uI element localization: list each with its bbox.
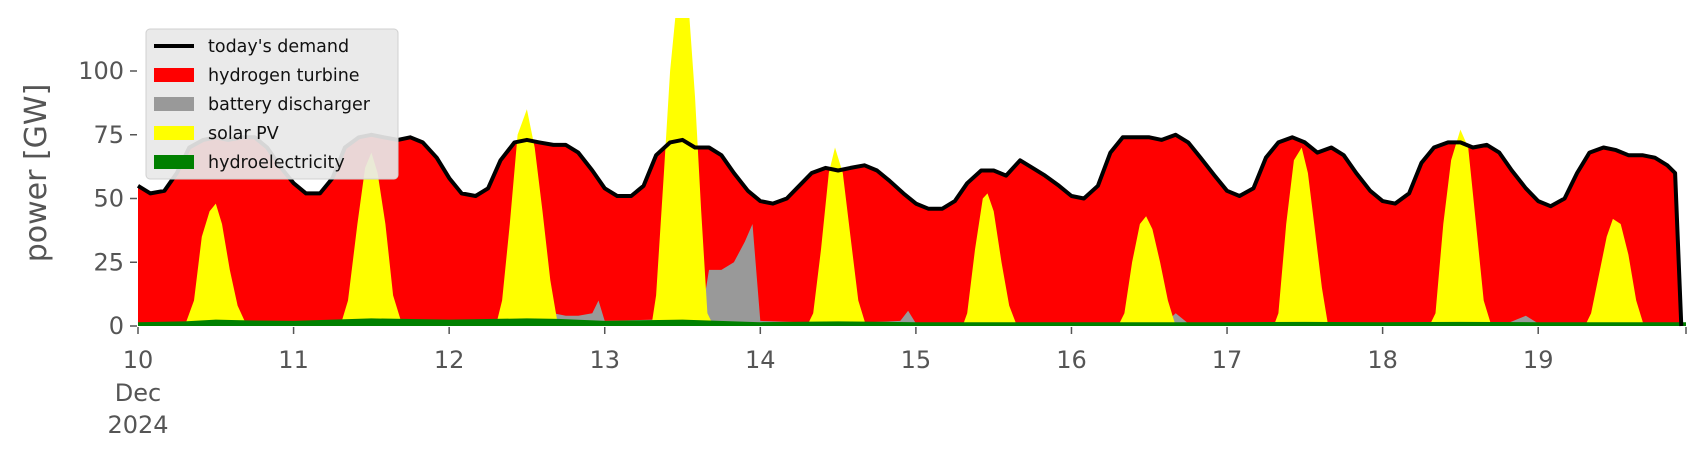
plot-area <box>138 18 1686 326</box>
y-axis-label: power [GW] <box>19 84 54 263</box>
x-tick-label: 12 <box>434 346 465 374</box>
y-tick-label: 100 <box>78 57 124 85</box>
axes: 0 25 50 75 100 10 11 12 13 14 15 16 17 18 19 Dec 2024 <box>78 57 1687 439</box>
x-tick-label: 19 <box>1523 346 1554 374</box>
legend-swatch <box>154 68 194 82</box>
legend-label: hydroelectricity <box>208 153 345 173</box>
y-tick-label: 25 <box>93 248 124 276</box>
y-tick-label: 75 <box>93 121 124 149</box>
legend-swatch <box>154 126 194 140</box>
x-tick-label: 17 <box>1212 346 1243 374</box>
y-tick-label: 0 <box>109 312 124 340</box>
legend-label: today's demand <box>208 37 349 57</box>
legend-swatch <box>154 155 194 169</box>
x-tick-label: 18 <box>1367 346 1398 374</box>
x-tick-label: 14 <box>745 346 776 374</box>
x-tick-label: 16 <box>1056 346 1087 374</box>
y-tick-label: 50 <box>93 185 124 213</box>
legend-label: solar PV <box>208 124 279 144</box>
x-tick-label: 11 <box>278 346 309 374</box>
x-tick-sublabel: Dec <box>115 379 161 407</box>
legend-label: battery discharger <box>208 95 371 115</box>
x-tick-label: 13 <box>589 346 620 374</box>
x-tick-label: 15 <box>901 346 932 374</box>
battery-discharger-area <box>545 224 1539 326</box>
x-tick-label: 10 <box>123 346 154 374</box>
legend-swatch <box>154 97 194 111</box>
legend-box <box>145 28 399 180</box>
x-tick-sublabel: 2024 <box>107 411 168 439</box>
legend-label: hydrogen turbine <box>208 66 360 86</box>
solar-pv-area <box>138 18 1686 326</box>
hydroelectricity-area <box>138 318 1686 326</box>
legend: today's demand hydrogen turbine battery di… <box>145 28 399 180</box>
